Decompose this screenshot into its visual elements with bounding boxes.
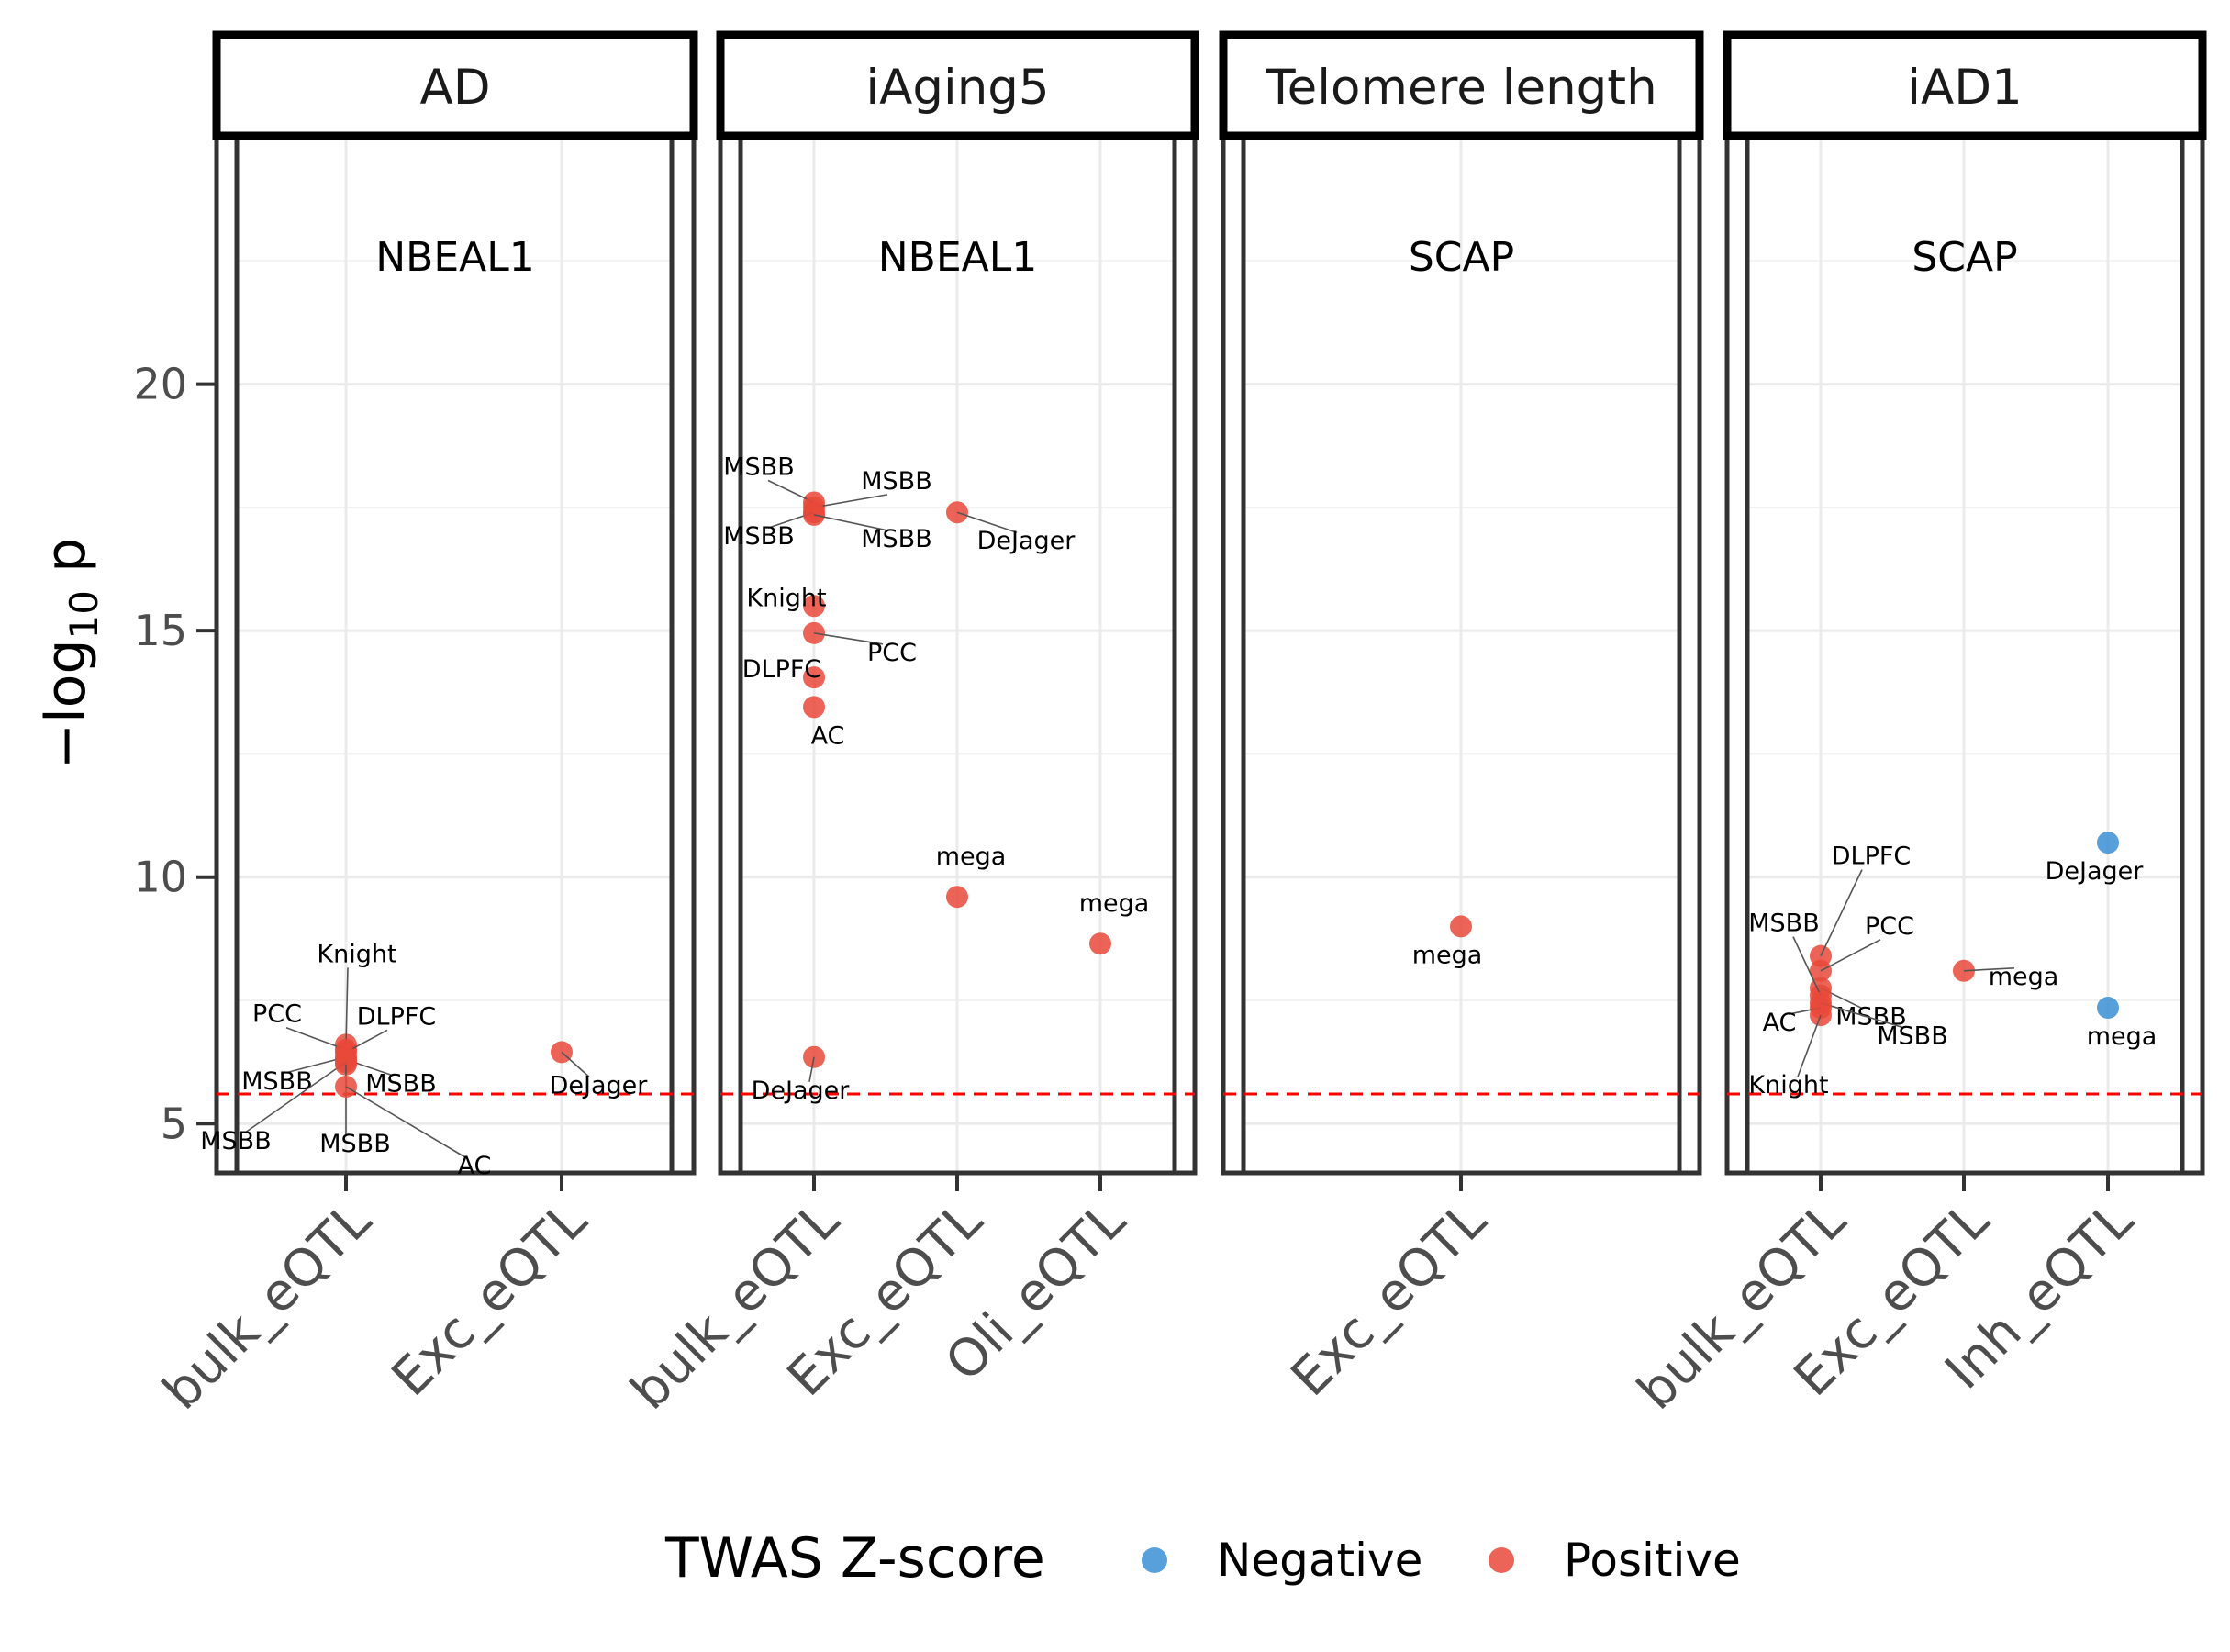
point-label: PCC [252, 1000, 302, 1029]
point-label: DLPFC [357, 1002, 437, 1031]
label-leader [767, 479, 815, 504]
point-label: MSBB [1748, 910, 1819, 938]
label-leader [345, 1029, 388, 1054]
point-label: MSBB [723, 452, 794, 481]
facet-panel-3: iAD1SCAPbulk_eQTLExc_eQTLInh_eQTLDLPFCPC… [1626, 30, 2207, 1422]
data-point [946, 886, 968, 909]
label-leader [244, 1061, 347, 1133]
y-axis-title-main: −log [34, 639, 98, 769]
point-label: AC [811, 721, 845, 750]
legend-label: Negative [1217, 1534, 1422, 1587]
facet-strip [1219, 30, 1704, 140]
data-point [803, 595, 825, 618]
label-leader [808, 1056, 815, 1082]
legend-key-positive [1489, 1547, 1514, 1573]
gene-label: SCAP [1912, 234, 2017, 281]
label-leader [956, 511, 1018, 533]
data-point [2097, 832, 2119, 854]
label-leader [345, 967, 349, 1045]
point-label: Knight [317, 940, 396, 968]
data-point [1089, 932, 1111, 955]
facet-strip-label: Telomere length [1265, 60, 1656, 116]
point-label: MSBB [861, 467, 931, 496]
data-point [2097, 997, 2119, 1020]
data-point [803, 696, 825, 719]
facet-strip [716, 30, 1199, 140]
gene-label: NBEAL1 [375, 234, 535, 281]
data-point [1450, 915, 1472, 938]
point-label: AC [458, 1152, 492, 1180]
y-tick-label: 10 [133, 853, 187, 902]
point-label: mega [2087, 1022, 2158, 1051]
facet-strip [212, 30, 698, 140]
legend-key-negative [1142, 1547, 1167, 1573]
facet-strip-label: iAging5 [865, 60, 1049, 116]
legend-title: TWAS Z-score [664, 1526, 1045, 1591]
point-label: MSBB [861, 525, 931, 553]
point-label: MSBB [1835, 1003, 1906, 1032]
point-label: MSBB [723, 522, 794, 551]
label-leader [1820, 1001, 1904, 1029]
legend: TWAS Z-score Negative Positive [664, 1526, 1741, 1591]
point-label: MSBB [200, 1127, 271, 1155]
label-leader [345, 1086, 466, 1158]
label-leader [1963, 966, 2015, 972]
point-label: PCC [1865, 912, 1914, 941]
y-axis: 5 10 15 20 [133, 360, 217, 1148]
y-axis-title-tail: p [34, 538, 98, 590]
point-label: MSBB [1877, 1022, 1947, 1051]
x-tick-label: Exc_eQTL [381, 1190, 598, 1408]
gene-label: SCAP [1409, 234, 1514, 281]
label-leader [1797, 1014, 1822, 1077]
facet-strip [1723, 30, 2207, 140]
point-label: mega [1079, 889, 1150, 918]
label-leader [285, 1026, 347, 1051]
legend-label: Positive [1564, 1534, 1741, 1587]
label-leader [1820, 939, 1881, 972]
point-label: DeJager [977, 527, 1076, 555]
point-label: MSBB [319, 1130, 390, 1158]
label-leader [1820, 869, 1863, 957]
label-leader [561, 1051, 590, 1077]
point-label: MSBB [241, 1067, 312, 1096]
data-point [803, 666, 825, 689]
y-axis-title: −log10 p [34, 538, 106, 769]
facet-panel-2: Telomere length SCAP Exc_eQTL mega [1219, 30, 1704, 1408]
y-axis-title-sub: 10 [61, 590, 106, 639]
facet-strip-label: AD [419, 60, 490, 116]
point-label: DeJager [752, 1077, 851, 1105]
point-label: PCC [867, 639, 917, 667]
gene-label: NBEAL1 [878, 234, 1038, 281]
y-tick-label: 5 [161, 1099, 187, 1148]
point-label: MSBB [365, 1069, 436, 1098]
point-label: DeJager [2046, 857, 2145, 886]
x-tick-label: bulk_eQTL [151, 1190, 383, 1422]
facet-strip-label: iAD1 [1907, 60, 2023, 116]
label-leader [1792, 936, 1822, 996]
facet-panel-1: iAging5NBEAL1bulk_eQTLExc_eQTLOli_eQTLMS… [619, 30, 1199, 1422]
point-label: DLPFC [1832, 843, 1912, 871]
label-leader [813, 632, 884, 645]
label-leader [813, 514, 888, 531]
x-tick-label: Exc_eQTL [1280, 1190, 1498, 1408]
point-label: mega [1412, 941, 1483, 969]
label-leader [813, 494, 888, 508]
point-label: Knight [746, 584, 826, 612]
y-tick-label: 20 [133, 360, 187, 409]
point-label: mega [1989, 963, 2059, 991]
point-label: AC [1763, 1009, 1797, 1037]
point-label: Knight [1748, 1071, 1828, 1099]
y-tick-label: 15 [133, 606, 187, 655]
point-label: DeJager [550, 1071, 649, 1099]
point-label: mega [936, 843, 1007, 871]
point-label: DLPFC [742, 655, 822, 684]
